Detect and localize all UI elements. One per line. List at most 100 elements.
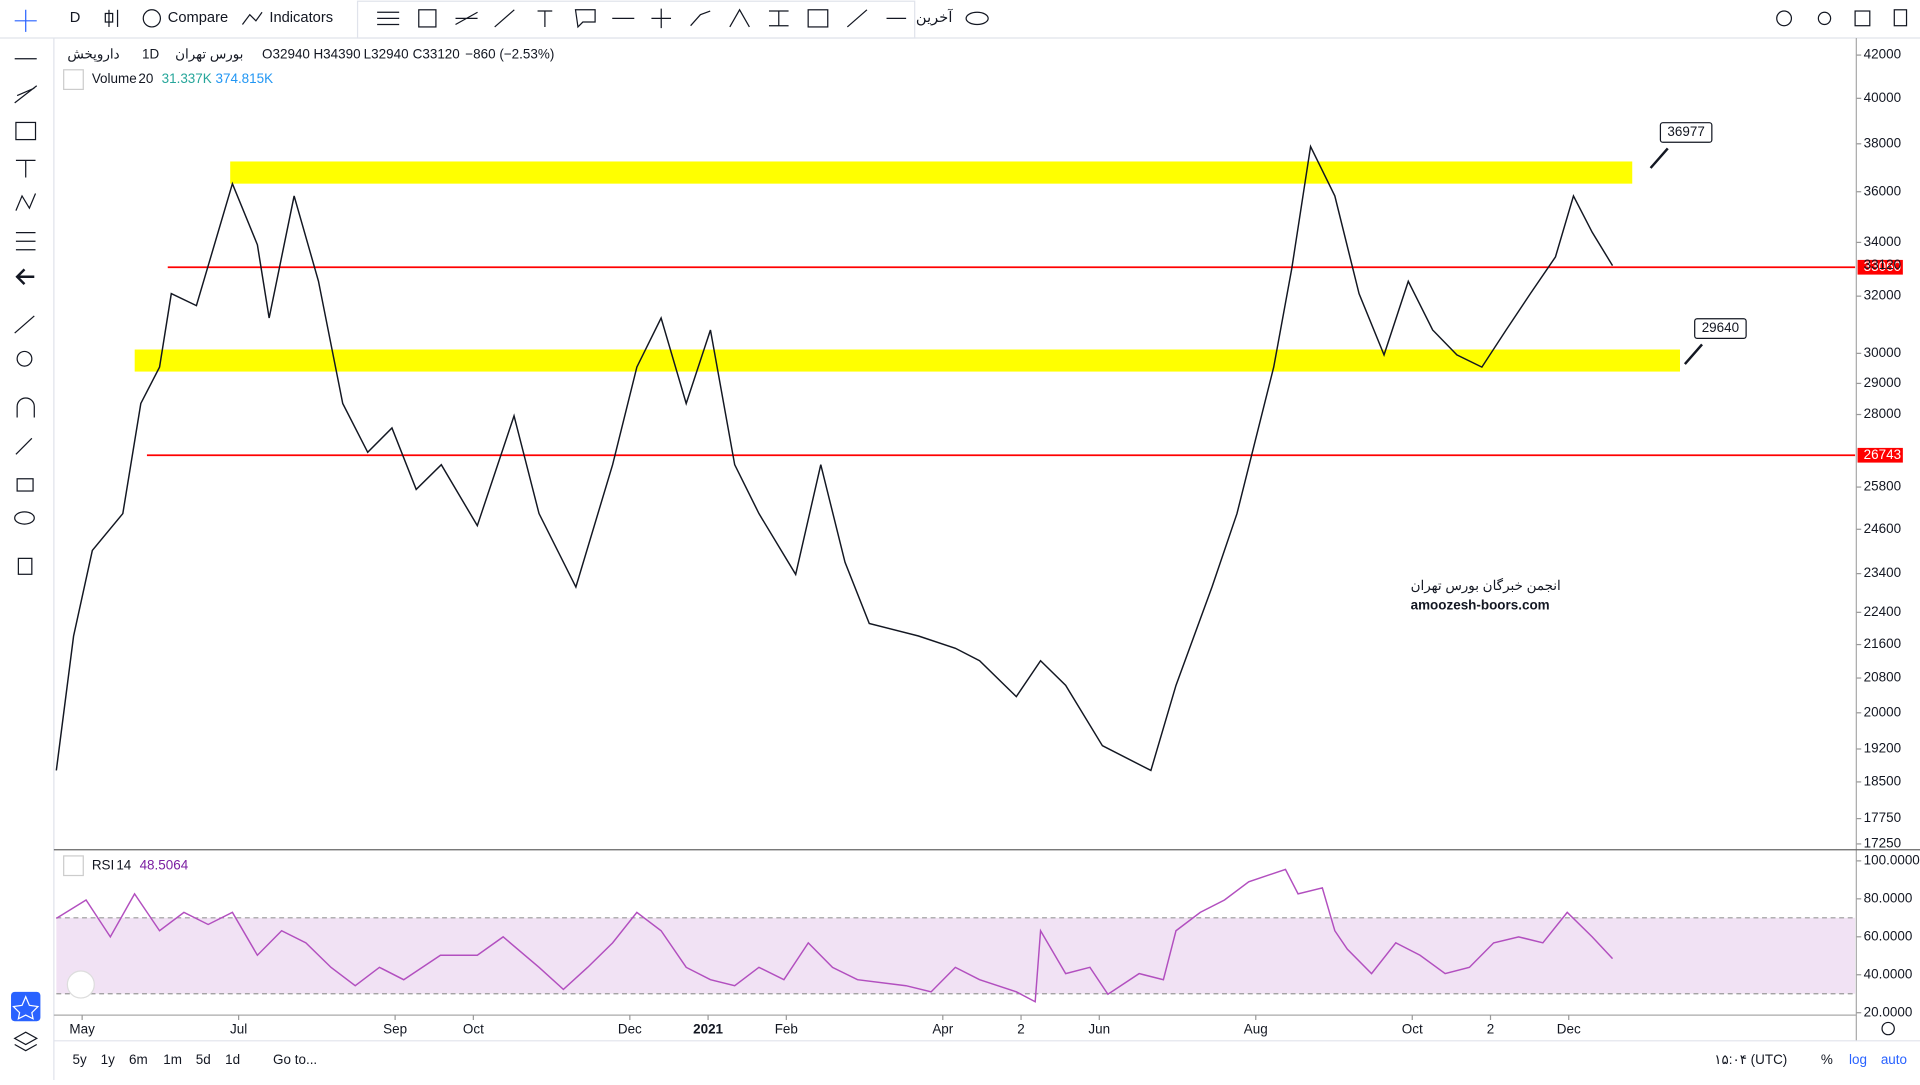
x-tick-label: Aug (1244, 1021, 1268, 1036)
favorites-button[interactable] (11, 991, 41, 1022)
y-tick-label: 23400 (1864, 565, 1901, 580)
drawing-tools[interactable] (377, 8, 907, 29)
change: −860 (−2.53%) (465, 47, 554, 62)
text-tool[interactable] (15, 159, 36, 178)
x-tick-label: 2 (1017, 1021, 1024, 1036)
measure-tool[interactable] (14, 315, 35, 334)
drawing-toolbar (356, 0, 916, 39)
y-tick-label: 38000 (1864, 135, 1901, 150)
x-tick-label: Feb (775, 1021, 798, 1036)
fib-tool[interactable] (14, 85, 38, 104)
x-tick-label: 2 (1487, 1021, 1494, 1036)
price-line (55, 868, 1614, 1003)
visibility-tool[interactable] (14, 511, 35, 525)
range-button[interactable]: 5d (196, 1052, 211, 1067)
y-tick-label: 100.0000 (1864, 852, 1920, 867)
layers-button[interactable] (13, 1031, 38, 1052)
level-badge (1857, 259, 1903, 275)
compare-button[interactable]: Compare (168, 10, 228, 26)
y-tick-label: 21600 (1864, 636, 1901, 651)
x-tick-label: Apr (932, 1021, 953, 1036)
last-price-label: 33120 (1864, 257, 1901, 272)
exchange: بورس تهران (175, 47, 243, 63)
logo (66, 970, 95, 999)
back-button[interactable] (15, 268, 35, 285)
level-badge (1857, 447, 1903, 463)
y-tick-label: 18500 (1864, 773, 1901, 788)
level-label: 33060 (1864, 259, 1901, 274)
callout-box (1694, 318, 1747, 339)
x-tick-label: Jun (1088, 1021, 1110, 1036)
y-tick-label: 80.0000 (1864, 890, 1913, 905)
draw-mode-tool[interactable] (15, 437, 33, 455)
x-tick-label: Dec (1557, 1021, 1581, 1036)
y-tick-label: 60.0000 (1864, 928, 1913, 943)
watermark-url: amoozesh-boors.com (1411, 598, 1550, 613)
left-toolbar (11, 9, 55, 1080)
rsi-band (56, 917, 1856, 994)
y-tick-label: 22400 (1864, 604, 1901, 619)
low: L32940 (364, 47, 409, 62)
range-button[interactable]: 5y (72, 1052, 86, 1067)
rsi-value: 48.5064 (140, 857, 189, 872)
plot: 33060 26743 36977 29640 42000 40000 38000 36000… (55, 47, 1920, 1036)
zone (230, 161, 1633, 184)
x-tick-label: Dec (618, 1021, 642, 1036)
range-button[interactable]: 1d (225, 1052, 240, 1067)
range-button[interactable]: 6m (129, 1052, 148, 1067)
shape-tool[interactable] (15, 121, 37, 141)
auto-toggle[interactable]: auto (1881, 1052, 1907, 1067)
interval-button[interactable]: D (70, 10, 81, 26)
indicators-icon[interactable] (241, 11, 263, 25)
pattern-tool[interactable] (15, 193, 37, 211)
y-tick-label: 25800 (1864, 479, 1901, 494)
y-tick-label: 19200 (1864, 741, 1901, 756)
delete-icon[interactable] (1893, 9, 1908, 27)
hide-icon[interactable] (965, 11, 989, 26)
axis-settings[interactable] (1881, 1021, 1895, 1036)
range-button[interactable]: 1m (163, 1052, 182, 1067)
y-tick-label: 30000 (1864, 345, 1901, 360)
more-button[interactable]: آخرین (916, 8, 953, 26)
star-icon (12, 995, 40, 1020)
rsi-name: RSI (92, 857, 114, 872)
share-icon[interactable] (1817, 11, 1832, 26)
remove-tool[interactable] (17, 557, 33, 575)
y-tick-label: 20800 (1864, 670, 1901, 685)
zoom-tool[interactable] (16, 350, 33, 367)
bottom-bar: Go to... ۱۵:۰۴ (UTC) % log auto 5y 1y 6m 1m… (72, 1052, 1907, 1067)
fullscreen-icon[interactable] (1854, 10, 1871, 27)
indicators-button[interactable]: Indicators (269, 10, 333, 26)
log-toggle[interactable]: log (1849, 1052, 1867, 1067)
x-tick-label: Jul (230, 1021, 247, 1036)
y-tick-label: 29000 (1864, 375, 1901, 390)
x-tick-label: Oct (463, 1021, 484, 1036)
prediction-tool[interactable] (15, 232, 36, 251)
crosshair-tool[interactable] (14, 9, 37, 32)
volume-value: 31.337K (162, 71, 212, 86)
goto-button[interactable]: Go to... (273, 1052, 317, 1067)
symbol: داروپخش (67, 47, 119, 63)
magnet-tool[interactable] (16, 397, 35, 418)
y-tick-label: 20000 (1864, 704, 1901, 719)
candle-type-icon[interactable] (104, 9, 119, 27)
y-tick-label: 28000 (1864, 406, 1901, 421)
y-tick-label: 32000 (1864, 288, 1901, 303)
range-button[interactable]: 1y (101, 1052, 115, 1067)
level-label: 26743 (1864, 447, 1901, 462)
y-tick-label: 40.0000 (1864, 966, 1913, 981)
x-tick-label: May (69, 1021, 95, 1036)
compare-icon[interactable] (142, 9, 162, 28)
time-display: ۱۵:۰۴ (UTC) (1714, 1052, 1787, 1067)
callout-box (1659, 122, 1713, 143)
collapse-button[interactable] (63, 855, 84, 877)
settings-icon[interactable] (1776, 10, 1793, 27)
x-tick-label: 2021 (693, 1021, 723, 1036)
open: O32940 (262, 47, 310, 62)
lock-tool[interactable] (16, 478, 34, 492)
percent-toggle[interactable]: % (1821, 1052, 1833, 1067)
collapse-button[interactable] (63, 69, 84, 90)
y-tick-label: 40000 (1864, 90, 1901, 105)
